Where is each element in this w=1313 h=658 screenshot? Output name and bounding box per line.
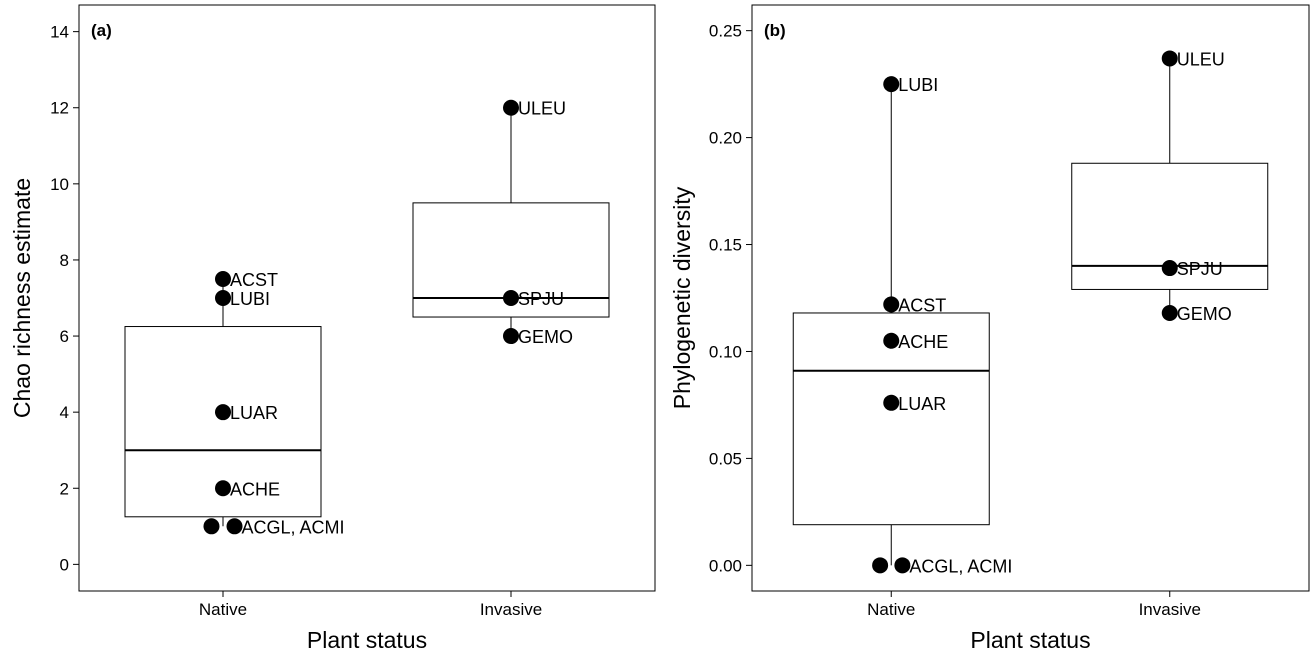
y-tick-label: 0.05 — [709, 449, 742, 468]
data-point — [883, 394, 900, 411]
y-tick-label: 0.15 — [709, 236, 742, 255]
data-point — [883, 76, 900, 93]
data-point — [1161, 50, 1178, 67]
data-point — [203, 518, 220, 535]
y-tick-label: 14 — [50, 23, 69, 42]
point-label: ACHE — [898, 332, 948, 352]
data-point — [215, 480, 231, 497]
data-point — [1161, 260, 1178, 277]
y-tick-label: 0.00 — [709, 556, 742, 575]
point-label: ACGL, ACMI — [909, 556, 1012, 576]
point-label: GEMO — [1177, 304, 1232, 324]
x-tick-label: Invasive — [480, 600, 542, 619]
point-label: ACGL, ACMI — [242, 517, 345, 537]
data-point — [215, 404, 231, 421]
data-point — [894, 557, 911, 574]
data-point — [883, 332, 900, 349]
y-axis-title: Phylogenetic diversity — [669, 186, 695, 409]
x-axis-title: Plant status — [307, 627, 427, 653]
point-label: LUAR — [898, 394, 946, 414]
y-tick-label: 0 — [60, 555, 69, 574]
y-axis-title: Chao richness estimate — [9, 178, 35, 418]
data-point — [215, 290, 231, 306]
x-tick-label: Native — [199, 600, 247, 619]
panel-label: (a) — [91, 21, 112, 40]
data-point — [503, 290, 519, 306]
data-point — [503, 328, 519, 345]
y-tick-label: 0.25 — [709, 22, 742, 41]
point-label: ACST — [898, 295, 946, 315]
y-tick-label: 0.20 — [709, 129, 742, 148]
data-point — [883, 296, 900, 313]
box-native — [792, 84, 990, 566]
point-label: LUBI — [230, 289, 270, 309]
point-label: ULEU — [1177, 49, 1225, 69]
y-tick-label: 2 — [60, 479, 69, 498]
data-point — [226, 518, 243, 535]
data-point — [872, 557, 889, 574]
plot-border — [751, 4, 1310, 592]
data-point — [215, 270, 231, 287]
point-label: SPJU — [518, 289, 564, 309]
y-tick-label: 8 — [60, 251, 69, 270]
point-label: ACST — [230, 270, 278, 290]
y-tick-label: 10 — [50, 175, 69, 194]
point-label: LUAR — [230, 403, 278, 423]
point-label: ACHE — [230, 479, 280, 499]
data-point — [1161, 304, 1178, 321]
x-tick-label: Native — [867, 600, 915, 619]
panel-b: 0.00 0.05 0.10 0.15 0.20 0.25 Native Invasive LU… — [669, 4, 1310, 653]
point-label: LUBI — [898, 75, 938, 95]
point-label: SPJU — [1177, 259, 1223, 279]
x-tick-label: Invasive — [1139, 600, 1201, 619]
x-axis-title: Plant status — [970, 627, 1090, 653]
point-label: GEMO — [518, 327, 573, 347]
y-tick-label: 6 — [60, 327, 69, 346]
y-tick-label: 0.10 — [709, 342, 742, 361]
data-point — [503, 99, 519, 116]
y-tick-label: 4 — [60, 403, 69, 422]
y-tick-label: 12 — [50, 99, 69, 118]
plot-border — [78, 4, 656, 592]
panel-label: (b) — [764, 21, 786, 40]
point-label: ULEU — [518, 99, 566, 119]
